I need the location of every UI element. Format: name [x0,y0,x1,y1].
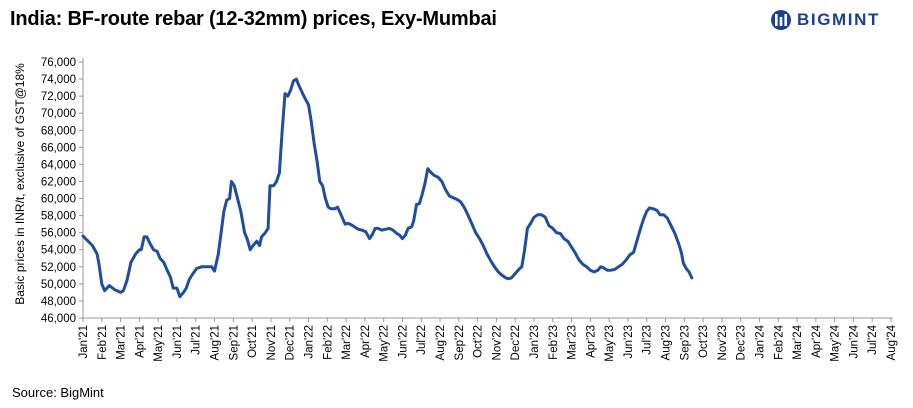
price-series-line [81,77,694,299]
x-tick-label: Dec'21 [285,325,297,360]
y-tick-label: 46,000 [41,313,76,325]
x-tick-label: Apr'22 [360,325,372,358]
x-tick-label: Jun'23 [623,325,635,359]
y-tick-label: 60,000 [41,194,76,206]
source-note: Source: BigMint [12,385,104,400]
x-tick-label: May'24 [830,324,842,361]
y-tick-label: 54,000 [41,245,76,257]
x-tick-label: Jul'23 [642,325,654,355]
x-tick-label: Jan'24 [754,324,766,358]
x-tick-label: Sep'21 [228,325,240,360]
x-tick-label: May'23 [604,325,616,362]
chart-title: India: BF-route rebar (12-32mm) prices, … [10,8,497,30]
x-tick-label: Nov'21 [266,325,278,360]
x-tick-label: Aug'24 [886,324,898,360]
y-tick-label: 70,000 [41,108,76,120]
x-tick-label: Feb'22 [322,325,334,360]
x-tick-label: Jan'23 [529,325,541,359]
x-tick-label: Mar'21 [116,325,128,360]
x-tick-label: May'21 [153,325,165,362]
x-tick-label: Nov'22 [491,325,503,360]
x-tick-label: Jan'21 [78,325,90,359]
x-tick-label: Aug'21 [210,325,222,360]
bigmint-logo: BIGMINT [770,9,880,31]
y-axis-title: Basic prices in INR/t, exclusive of GST@… [13,63,27,305]
x-tick-label: Sep'23 [679,325,691,360]
x-tick-label: Feb'23 [548,325,560,360]
y-tick-label: 56,000 [41,228,76,240]
y-tick-label: 74,000 [41,74,76,86]
x-tick-label: Oct'21 [247,325,259,358]
x-tick-label: Apr'21 [134,325,146,358]
x-tick-label: Jul'21 [191,325,203,355]
x-tick-label: Jun'22 [397,325,409,359]
x-tick-label: Jun'24 [848,324,860,358]
x-tick-label: Jan'22 [303,325,315,359]
x-tick-label: Feb'24 [773,324,785,359]
y-tick-label: 52,000 [41,262,76,274]
x-tick-label: Aug'22 [435,325,447,360]
x-tick-label: May'22 [379,325,391,362]
x-tick-label: Feb'21 [97,325,109,360]
y-tick-label: 66,000 [41,142,76,154]
x-tick-label: Dec'23 [736,325,748,360]
x-tick-label: Jul'24 [867,324,879,354]
y-tick-label: 72,000 [41,91,76,103]
x-tick-label: Mar'23 [567,325,579,360]
y-tick-label: 64,000 [41,159,76,171]
x-tick-label: Mar'22 [341,325,353,360]
x-tick-label: Apr'24 [811,324,823,357]
x-tick-label: Aug'23 [661,325,673,360]
y-tick-label: 68,000 [41,125,76,137]
x-tick-label: Dec'22 [510,325,522,360]
x-tick-label: Oct'23 [698,325,710,358]
x-tick-label: Mar'24 [792,324,804,359]
y-tick-label: 48,000 [41,296,76,308]
y-tick-label: 76,000 [41,57,76,69]
x-tick-label: Sep'22 [454,325,466,360]
x-tick-label: Jul'22 [416,325,428,355]
bigmint-logo-icon [771,10,791,30]
x-tick-label: Nov'23 [717,325,729,360]
bigmint-logo-text: BIGMINT [797,10,880,29]
x-tick-label: Oct'22 [473,325,485,358]
x-tick-label: Apr'23 [585,325,597,358]
x-tick-label: Jun'21 [172,325,184,359]
y-tick-label: 50,000 [41,279,76,291]
y-tick-label: 62,000 [41,176,76,188]
y-tick-label: 58,000 [41,211,76,223]
